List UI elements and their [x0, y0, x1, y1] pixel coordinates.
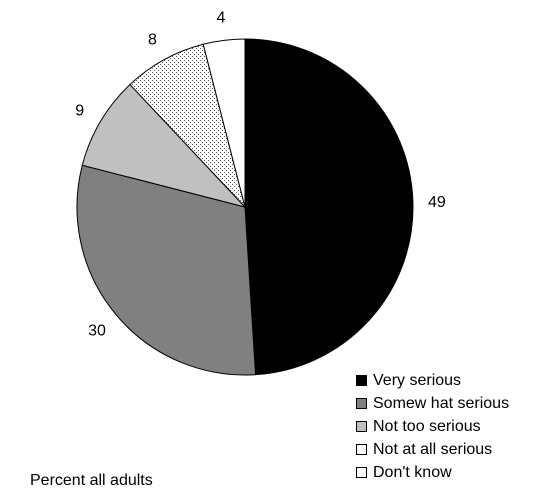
legend-label: Somew hat serious — [373, 394, 510, 412]
legend-label: Not at all serious — [373, 440, 493, 458]
legend-label: Don't know — [373, 463, 452, 481]
pie-slices — [76, 38, 414, 376]
legend-label: Very serious — [373, 371, 462, 389]
legend-swatch — [356, 467, 367, 478]
slice-label-very-serious: 49 — [428, 194, 446, 211]
slice-label-not-at-all-serious: 8 — [148, 32, 157, 49]
legend-swatch — [356, 398, 367, 409]
legend-item-don-t-know: Don't know — [356, 461, 509, 484]
legend-item-very-serious: Very serious — [356, 369, 509, 392]
legend-label: Not too serious — [373, 417, 481, 435]
slice-label-don-t-know: 4 — [216, 10, 225, 27]
legend-swatch — [356, 375, 367, 386]
legend-item-not-at-all-serious: Not at all serious — [356, 438, 509, 461]
legend-swatch — [356, 421, 367, 432]
legend-item-somew-hat-serious: Somew hat serious — [356, 392, 509, 415]
pie-slice-don-t-know — [202, 38, 246, 208]
pie-slice-very-serious — [244, 38, 414, 376]
legend-swatch — [356, 444, 367, 455]
slice-labels: 49 30 9 8 4 — [75, 10, 446, 340]
legend: Very serious Somew hat serious Not too ser… — [356, 369, 509, 484]
pie-slice-not-too-serious — [81, 83, 247, 208]
chart-note: Percent all adults — [30, 472, 153, 489]
pie-slice-somew-hat-serious — [76, 164, 257, 376]
slice-label-somew-hat-serious: 30 — [88, 322, 106, 339]
legend-item-not-too-serious: Not too serious — [356, 415, 509, 438]
slice-label-not-too-serious: 9 — [75, 102, 84, 119]
